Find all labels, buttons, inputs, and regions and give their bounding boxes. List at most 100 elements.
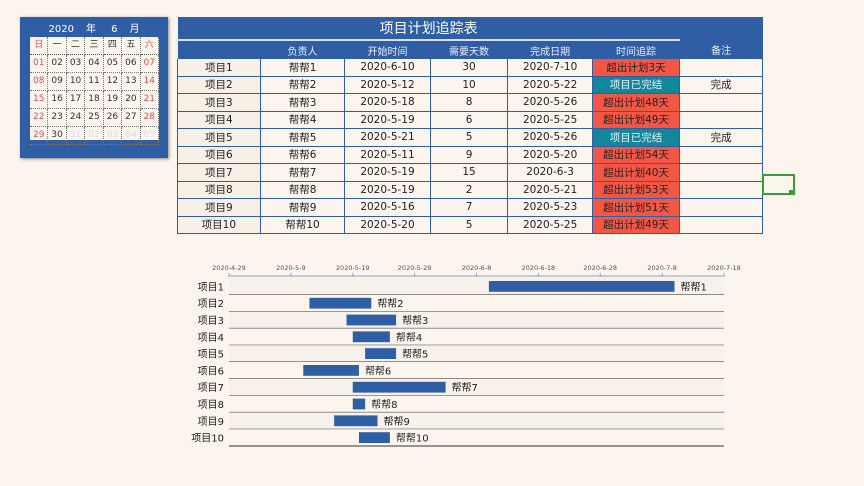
table-cell[interactable]: 2020-5-18 bbox=[344, 93, 431, 112]
selected-cell[interactable] bbox=[762, 174, 795, 195]
table-cell[interactable]: 帮帮10 bbox=[259, 216, 346, 234]
calendar-day[interactable]: 29 bbox=[30, 127, 49, 145]
calendar-day[interactable]: 10 bbox=[66, 73, 86, 91]
calendar-day[interactable]: 02 bbox=[48, 55, 67, 73]
calendar-day[interactable]: 07 bbox=[140, 55, 159, 73]
table-cell[interactable]: 2020-5-21 bbox=[344, 128, 431, 147]
table-cell[interactable] bbox=[679, 93, 763, 112]
table-cell[interactable]: 项目7 bbox=[177, 163, 261, 182]
calendar-day[interactable]: 04 bbox=[85, 55, 104, 73]
calendar-day[interactable]: 28 bbox=[140, 109, 159, 127]
table-cell[interactable]: 2020-6-3 bbox=[507, 163, 593, 182]
table-cell[interactable]: 2020-5-12 bbox=[344, 76, 431, 94]
table-cell[interactable]: 2020-5-19 bbox=[344, 163, 431, 182]
status-cell[interactable]: 超出计划49天 bbox=[591, 111, 681, 129]
calendar-day[interactable]: 31 bbox=[66, 127, 86, 145]
calendar-day[interactable]: 11 bbox=[85, 73, 104, 91]
table-cell[interactable]: 帮帮1 bbox=[259, 59, 346, 77]
table-cell[interactable]: 帮帮5 bbox=[259, 128, 346, 147]
calendar-day[interactable]: 04 bbox=[122, 127, 141, 145]
calendar-month[interactable]: 6 bbox=[111, 24, 118, 35]
calendar-day[interactable]: 20 bbox=[122, 91, 141, 109]
calendar-day[interactable]: 06 bbox=[122, 55, 141, 73]
table-cell[interactable] bbox=[679, 163, 763, 182]
table-cell[interactable]: 帮帮8 bbox=[259, 181, 346, 199]
status-cell[interactable]: 超出计划49天 bbox=[591, 216, 681, 234]
calendar-day[interactable]: 14 bbox=[140, 73, 159, 91]
table-cell[interactable]: 2020-5-19 bbox=[344, 181, 431, 199]
calendar-day[interactable]: 15 bbox=[30, 91, 49, 109]
table-cell[interactable]: 2020-6-10 bbox=[344, 59, 431, 77]
table-cell[interactable]: 项目4 bbox=[177, 111, 261, 129]
calendar-day[interactable]: 16 bbox=[48, 91, 67, 109]
calendar-day[interactable]: 05 bbox=[103, 55, 123, 73]
table-cell[interactable]: 2020-5-25 bbox=[507, 216, 593, 234]
calendar-day[interactable]: 19 bbox=[103, 91, 123, 109]
status-cell[interactable]: 超出计划40天 bbox=[591, 163, 681, 182]
table-cell[interactable]: 项目10 bbox=[177, 216, 261, 234]
table-cell[interactable]: 帮帮6 bbox=[259, 146, 346, 164]
table-cell[interactable]: 2020-7-10 bbox=[507, 59, 593, 77]
calendar-day[interactable]: 01 bbox=[30, 55, 49, 73]
table-cell[interactable]: 项目8 bbox=[177, 181, 261, 199]
table-cell[interactable] bbox=[679, 146, 763, 164]
calendar-day[interactable]: 12 bbox=[103, 73, 123, 91]
table-cell[interactable]: 项目6 bbox=[177, 146, 261, 164]
table-cell[interactable]: 2020-5-26 bbox=[507, 93, 593, 112]
table-cell[interactable]: 8 bbox=[429, 93, 509, 112]
calendar-day[interactable]: 25 bbox=[85, 109, 104, 127]
table-cell[interactable]: 完成 bbox=[679, 76, 763, 94]
table-cell[interactable]: 2020-5-19 bbox=[344, 111, 431, 129]
calendar-day[interactable]: 23 bbox=[48, 109, 67, 127]
table-cell[interactable]: 2020-5-11 bbox=[344, 146, 431, 164]
table-cell[interactable]: 6 bbox=[429, 111, 509, 129]
calendar-day[interactable]: 26 bbox=[103, 109, 123, 127]
calendar-day[interactable]: 30 bbox=[48, 127, 67, 145]
table-cell[interactable]: 2020-5-16 bbox=[344, 198, 431, 217]
table-cell[interactable] bbox=[679, 111, 763, 129]
table-cell[interactable]: 项目2 bbox=[177, 76, 261, 94]
table-cell[interactable]: 7 bbox=[429, 198, 509, 217]
calendar-day[interactable]: 22 bbox=[30, 109, 49, 127]
calendar-year[interactable]: 2020 bbox=[48, 24, 74, 35]
calendar-day[interactable]: 27 bbox=[122, 109, 141, 127]
table-cell[interactable] bbox=[679, 198, 763, 217]
status-cell[interactable]: 超出计划51天 bbox=[591, 198, 681, 217]
calendar-day[interactable]: 09 bbox=[48, 73, 67, 91]
table-cell[interactable] bbox=[679, 216, 763, 234]
table-cell[interactable]: 项目1 bbox=[177, 59, 261, 77]
calendar-day[interactable]: 08 bbox=[30, 73, 49, 91]
table-cell[interactable]: 帮帮4 bbox=[259, 111, 346, 129]
status-cell[interactable]: 项目已完结 bbox=[591, 128, 681, 147]
calendar-day[interactable]: 03 bbox=[66, 55, 86, 73]
table-cell[interactable]: 2020-5-21 bbox=[507, 181, 593, 199]
calendar-day[interactable]: 24 bbox=[66, 109, 86, 127]
table-cell[interactable]: 完成 bbox=[679, 128, 763, 147]
table-cell[interactable]: 帮帮7 bbox=[259, 163, 346, 182]
table-cell[interactable]: 2020-5-20 bbox=[507, 146, 593, 164]
calendar-day[interactable]: 05 bbox=[140, 127, 159, 145]
table-cell[interactable]: 项目5 bbox=[177, 128, 261, 147]
table-cell[interactable]: 15 bbox=[429, 163, 509, 182]
table-cell[interactable]: 30 bbox=[429, 59, 509, 77]
calendar-day[interactable]: 13 bbox=[122, 73, 141, 91]
calendar-day[interactable]: 03 bbox=[103, 127, 123, 145]
table-cell[interactable]: 2020-5-20 bbox=[344, 216, 431, 234]
table-cell[interactable]: 帮帮9 bbox=[259, 198, 346, 217]
calendar-day[interactable]: 17 bbox=[66, 91, 86, 109]
table-cell[interactable]: 5 bbox=[429, 128, 509, 147]
table-cell[interactable]: 2020-5-22 bbox=[507, 76, 593, 94]
table-cell[interactable]: 5 bbox=[429, 216, 509, 234]
calendar-day[interactable]: 02 bbox=[85, 127, 104, 145]
calendar-day[interactable]: 18 bbox=[85, 91, 104, 109]
table-cell[interactable]: 9 bbox=[429, 146, 509, 164]
table-cell[interactable] bbox=[679, 181, 763, 199]
table-cell[interactable]: 项目9 bbox=[177, 198, 261, 217]
table-cell[interactable]: 2020-5-26 bbox=[507, 128, 593, 147]
fill-handle[interactable] bbox=[789, 190, 793, 194]
calendar-day[interactable]: 21 bbox=[140, 91, 159, 109]
table-cell[interactable]: 2020-5-25 bbox=[507, 111, 593, 129]
table-cell[interactable]: 项目3 bbox=[177, 93, 261, 112]
table-cell[interactable] bbox=[679, 59, 763, 77]
table-cell[interactable]: 2020-5-23 bbox=[507, 198, 593, 217]
